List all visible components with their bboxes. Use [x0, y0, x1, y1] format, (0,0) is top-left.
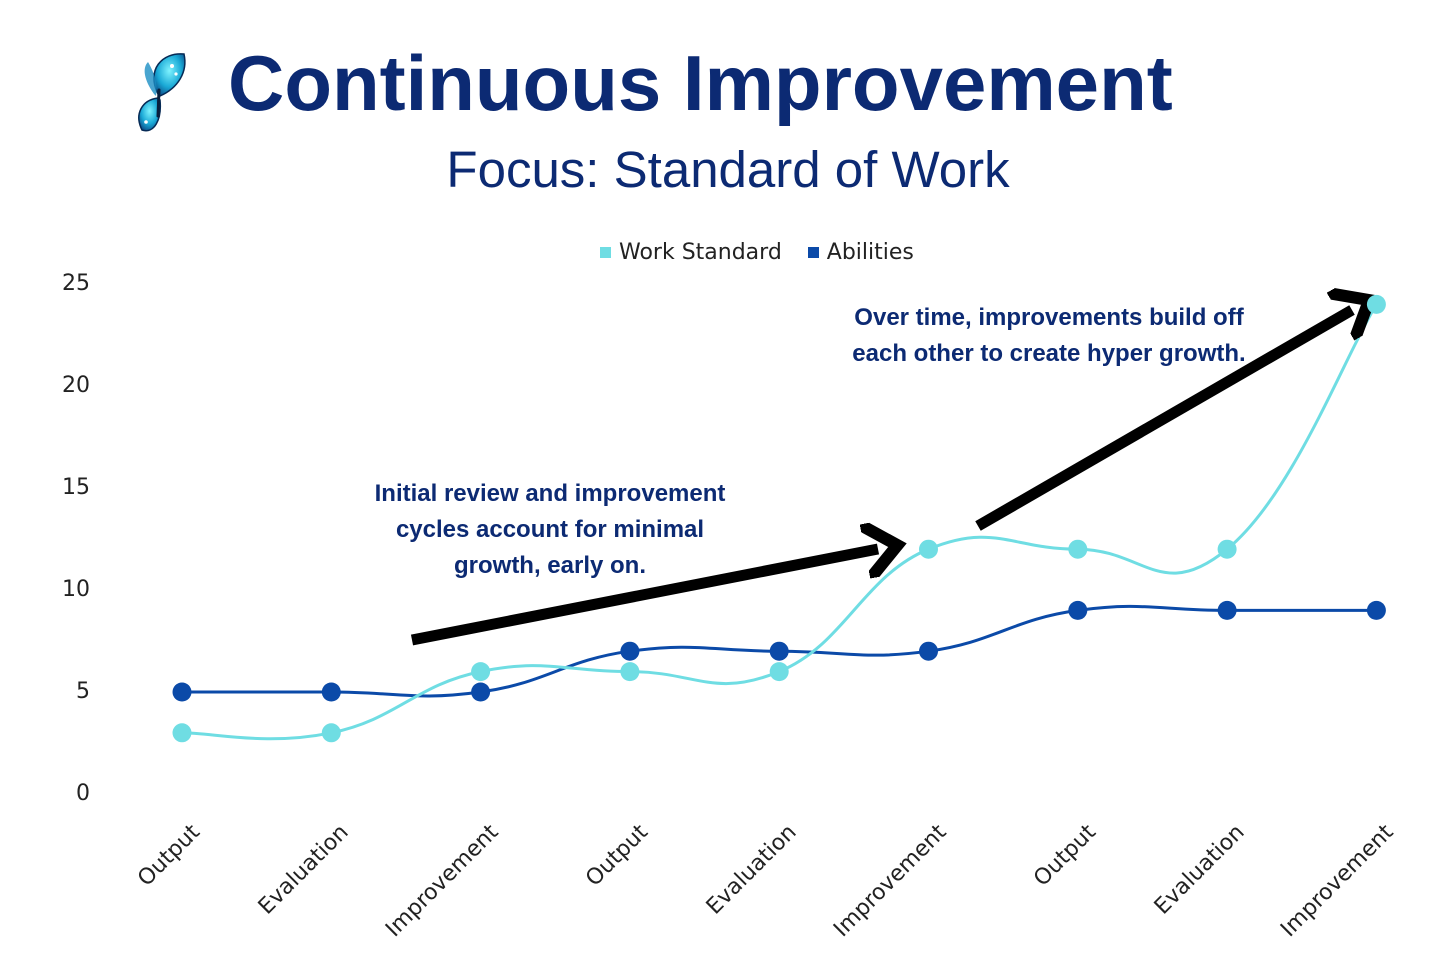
data-point-work-standard: [919, 539, 938, 559]
data-point-abilities: [172, 682, 192, 702]
y-tick-label: 25: [62, 271, 90, 296]
data-point-abilities: [1366, 600, 1386, 620]
annotation-hyper-growth: Over time, improvements build off each o…: [852, 304, 1246, 367]
annotation-early-growth: Initial review and improvement cycles ac…: [374, 480, 726, 579]
legend-label-abilities: Abilities: [826, 240, 914, 265]
arrow-hyper-growth: [975, 310, 1352, 531]
page-title: Continuous Improvement: [228, 39, 1173, 127]
butterfly-icon: [138, 53, 186, 132]
data-point-abilities: [620, 641, 640, 661]
data-point-abilities: [321, 682, 341, 702]
y-tick-label: 10: [62, 577, 90, 602]
data-point-work-standard: [769, 662, 789, 682]
data-point-work-standard: [1068, 539, 1088, 559]
data-point-abilities: [919, 641, 938, 661]
data-point-work-standard: [620, 662, 640, 682]
legend-item-abilities: Abilities: [807, 240, 914, 265]
data-point-abilities: [471, 682, 491, 702]
y-tick-label: 15: [62, 475, 90, 500]
legend-item-work-standard: Work Standard: [600, 240, 782, 265]
page-subtitle: Focus: Standard of Work: [446, 141, 1010, 198]
series-line-work-standard: [181, 303, 1378, 741]
legend-label-work-standard: Work Standard: [619, 240, 782, 265]
legend-swatch-abilities: [807, 247, 819, 258]
arrow-early-growth: [410, 549, 878, 646]
y-tick-label: 5: [76, 679, 90, 704]
data-point-work-standard: [172, 723, 192, 743]
chart-legend: Work Standard Abilities: [600, 240, 914, 265]
legend-swatch-work-standard: [600, 247, 611, 258]
annotation-arrows: [410, 310, 1352, 646]
y-tick-label: 0: [76, 781, 90, 806]
data-point-work-standard: [1217, 539, 1237, 559]
data-point-work-standard: [321, 723, 341, 743]
data-point-work-standard: [471, 662, 491, 682]
data-point-abilities: [769, 641, 789, 661]
data-point-abilities: [1217, 600, 1237, 620]
series-points: [172, 294, 1386, 743]
y-tick-label: 20: [62, 373, 90, 398]
data-point-work-standard: [1366, 294, 1386, 314]
data-point-abilities: [1068, 600, 1088, 620]
